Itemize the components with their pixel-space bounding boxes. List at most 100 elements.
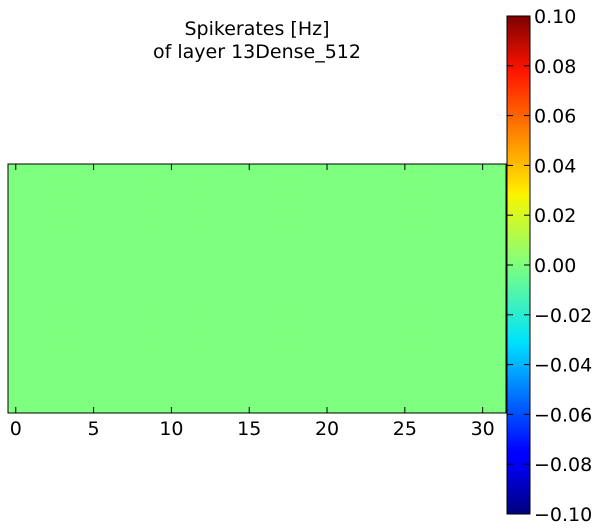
x-tick-label: 0 — [10, 418, 22, 440]
heatmap-cell — [23, 397, 40, 414]
heatmap-cell — [474, 288, 491, 305]
heatmap-cell — [210, 257, 227, 274]
heatmap-cell — [8, 288, 25, 305]
heatmap-cell — [381, 272, 398, 289]
heatmap-cell — [365, 319, 382, 336]
heatmap-cell — [272, 397, 289, 414]
heatmap-cell — [85, 397, 102, 414]
heatmap-cell — [443, 241, 460, 258]
heatmap-cell — [54, 164, 71, 181]
heatmap-cell — [474, 381, 491, 398]
heatmap-cell — [303, 195, 320, 212]
heatmap-cell — [490, 257, 507, 274]
colorbar-tick-label: 0.02 — [534, 205, 576, 227]
heatmap-cell — [148, 210, 165, 227]
heatmap-cell — [163, 350, 180, 367]
heatmap-cell — [288, 335, 305, 352]
heatmap-cell — [8, 381, 25, 398]
heatmap-cell — [148, 241, 165, 258]
heatmap-cell — [443, 350, 460, 367]
colorbar-tick-label: −0.04 — [534, 355, 592, 377]
heatmap-cell — [381, 257, 398, 274]
heatmap-cell — [148, 272, 165, 289]
heatmap-cell — [474, 397, 491, 414]
heatmap-cell — [70, 366, 87, 383]
heatmap-cell — [272, 335, 289, 352]
heatmap-cell — [148, 304, 165, 321]
heatmap-cell — [319, 164, 336, 181]
heatmap-cell — [443, 210, 460, 227]
heatmap-cell — [443, 381, 460, 398]
heatmap-cell — [288, 195, 305, 212]
heatmap-cell — [365, 381, 382, 398]
heatmap-cell — [23, 304, 40, 321]
heatmap-cell — [257, 288, 274, 305]
heatmap-cell — [412, 272, 429, 289]
heatmap-cell — [334, 335, 351, 352]
heatmap-cell — [70, 210, 87, 227]
heatmap-cell — [163, 397, 180, 414]
heatmap-cell — [148, 226, 165, 243]
heatmap-cell — [179, 195, 196, 212]
heatmap-cell — [272, 304, 289, 321]
heatmap-cell — [365, 226, 382, 243]
heatmap-cell — [459, 195, 476, 212]
heatmap-cell — [241, 319, 258, 336]
heatmap-cell — [241, 226, 258, 243]
heatmap-cell — [272, 226, 289, 243]
heatmap-cell — [70, 241, 87, 258]
heatmap-cell — [70, 397, 87, 414]
heatmap-cell — [85, 164, 102, 181]
heatmap-cell — [428, 350, 445, 367]
heatmap-cell — [23, 210, 40, 227]
heatmap-cell — [70, 257, 87, 274]
heatmap-cell — [381, 304, 398, 321]
heatmap-cell — [241, 272, 258, 289]
heatmap-cell — [85, 288, 102, 305]
heatmap-cell — [381, 195, 398, 212]
heatmap-cell — [350, 350, 367, 367]
heatmap-cell — [257, 304, 274, 321]
heatmap-cell — [179, 350, 196, 367]
heatmap-cell — [412, 319, 429, 336]
heatmap-cell — [334, 272, 351, 289]
heatmap-cell — [101, 288, 118, 305]
heatmap-cell — [412, 288, 429, 305]
heatmap-cell — [412, 210, 429, 227]
heatmap-cell — [210, 335, 227, 352]
heatmap-cell — [350, 288, 367, 305]
heatmap-cell — [412, 179, 429, 196]
colorbar-tick-label: −0.06 — [534, 404, 592, 426]
heatmap-cell — [85, 350, 102, 367]
heatmap-cell — [241, 179, 258, 196]
heatmap-cell — [101, 210, 118, 227]
heatmap-cell — [443, 288, 460, 305]
heatmap-cell — [490, 350, 507, 367]
colorbar-tick-label: −0.08 — [534, 454, 592, 476]
heatmap-cell — [101, 195, 118, 212]
heatmap-cell — [490, 241, 507, 258]
heatmap-cell — [412, 335, 429, 352]
heatmap-cell — [194, 335, 211, 352]
heatmap-cell — [288, 319, 305, 336]
heatmap-cell — [132, 335, 149, 352]
heatmap-cell — [257, 179, 274, 196]
heatmap-cell — [194, 288, 211, 305]
heatmap-cell — [39, 366, 56, 383]
heatmap-cell — [303, 366, 320, 383]
heatmap-cell — [179, 179, 196, 196]
heatmap-cell — [179, 319, 196, 336]
heatmap-cell — [241, 304, 258, 321]
heatmap-cell — [428, 241, 445, 258]
heatmap-cell — [85, 272, 102, 289]
heatmap-cell — [272, 350, 289, 367]
heatmap-cell — [443, 164, 460, 181]
heatmap-cell — [210, 179, 227, 196]
heatmap-cell — [272, 381, 289, 398]
heatmap-cell — [194, 226, 211, 243]
heatmap-cell — [116, 397, 133, 414]
heatmap-cell — [210, 272, 227, 289]
heatmap-cell — [443, 319, 460, 336]
heatmap-cell — [459, 164, 476, 181]
colorbar-tick-label: 0.08 — [534, 56, 576, 78]
